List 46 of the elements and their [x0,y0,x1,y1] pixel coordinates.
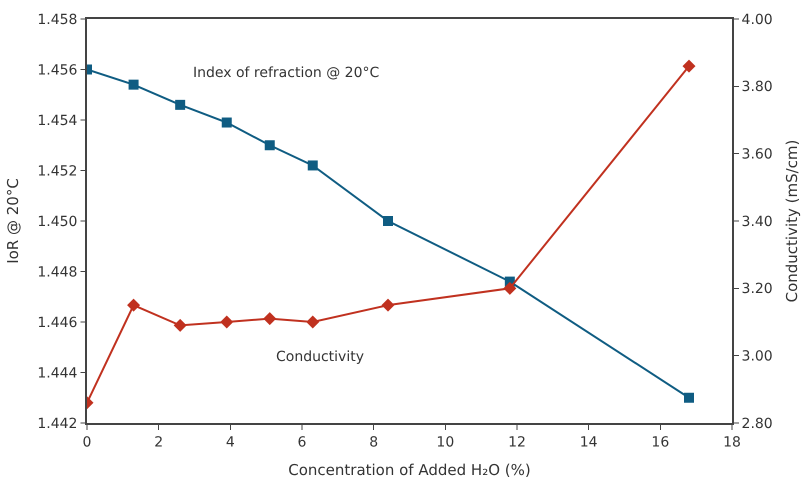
y-tick-label: 1.458 [37,12,78,28]
point [382,298,394,312]
point [174,318,187,332]
series-label: Index of refraction @ 20°C [193,65,380,81]
x-tick-label: 12 [508,434,526,451]
point [128,80,139,90]
y-tick-label: 1.448 [37,264,78,280]
y-tick-label: 1.444 [37,365,78,382]
point [263,312,276,326]
y2-tick-label: 4.00 [742,12,773,28]
y2-tick-label: 3.20 [742,281,773,298]
point [264,140,275,150]
y2-tick-label: 2.80 [742,416,773,432]
point [127,298,140,312]
x-tick-label: 2 [154,434,164,451]
point [503,282,516,295]
x-tick-label: 18 [723,434,741,451]
point [684,392,694,403]
y-axis-title: IoR @ 20°C [4,178,22,264]
y2-tick-label: 3.60 [742,146,773,163]
y2-tick-label: 3.00 [742,348,773,365]
x-axis-title: Concentration of Added H₂O (%) [288,461,531,480]
y-tick-label: 1.456 [37,62,78,78]
x-tick-label: 8 [369,434,378,451]
y-tick-label: 1.450 [37,214,78,230]
point [682,60,696,73]
series-label: Conductivity [276,349,364,365]
y-tick-label: 1.446 [37,314,78,331]
y2-tick-label: 3.40 [742,214,773,230]
point [220,316,234,328]
y-tick-label: 1.454 [37,112,78,129]
y2-axis-title: Conductivity (mS/cm) [783,140,802,302]
y-tick-label: 1.442 [37,416,78,432]
y2-tick-label: 3.80 [742,79,773,96]
x-tick-label: 6 [298,434,307,451]
point [222,118,232,128]
x-tick-label: 10 [436,434,454,451]
point [308,160,318,170]
x-tick-label: 14 [580,434,598,451]
x-tick-label: 4 [226,434,235,451]
point [175,100,186,110]
x-tick-label: 16 [651,434,670,451]
point [383,216,393,226]
x-tick-label: 0 [82,434,92,451]
point [306,316,320,328]
y-tick-label: 1.452 [37,163,78,180]
